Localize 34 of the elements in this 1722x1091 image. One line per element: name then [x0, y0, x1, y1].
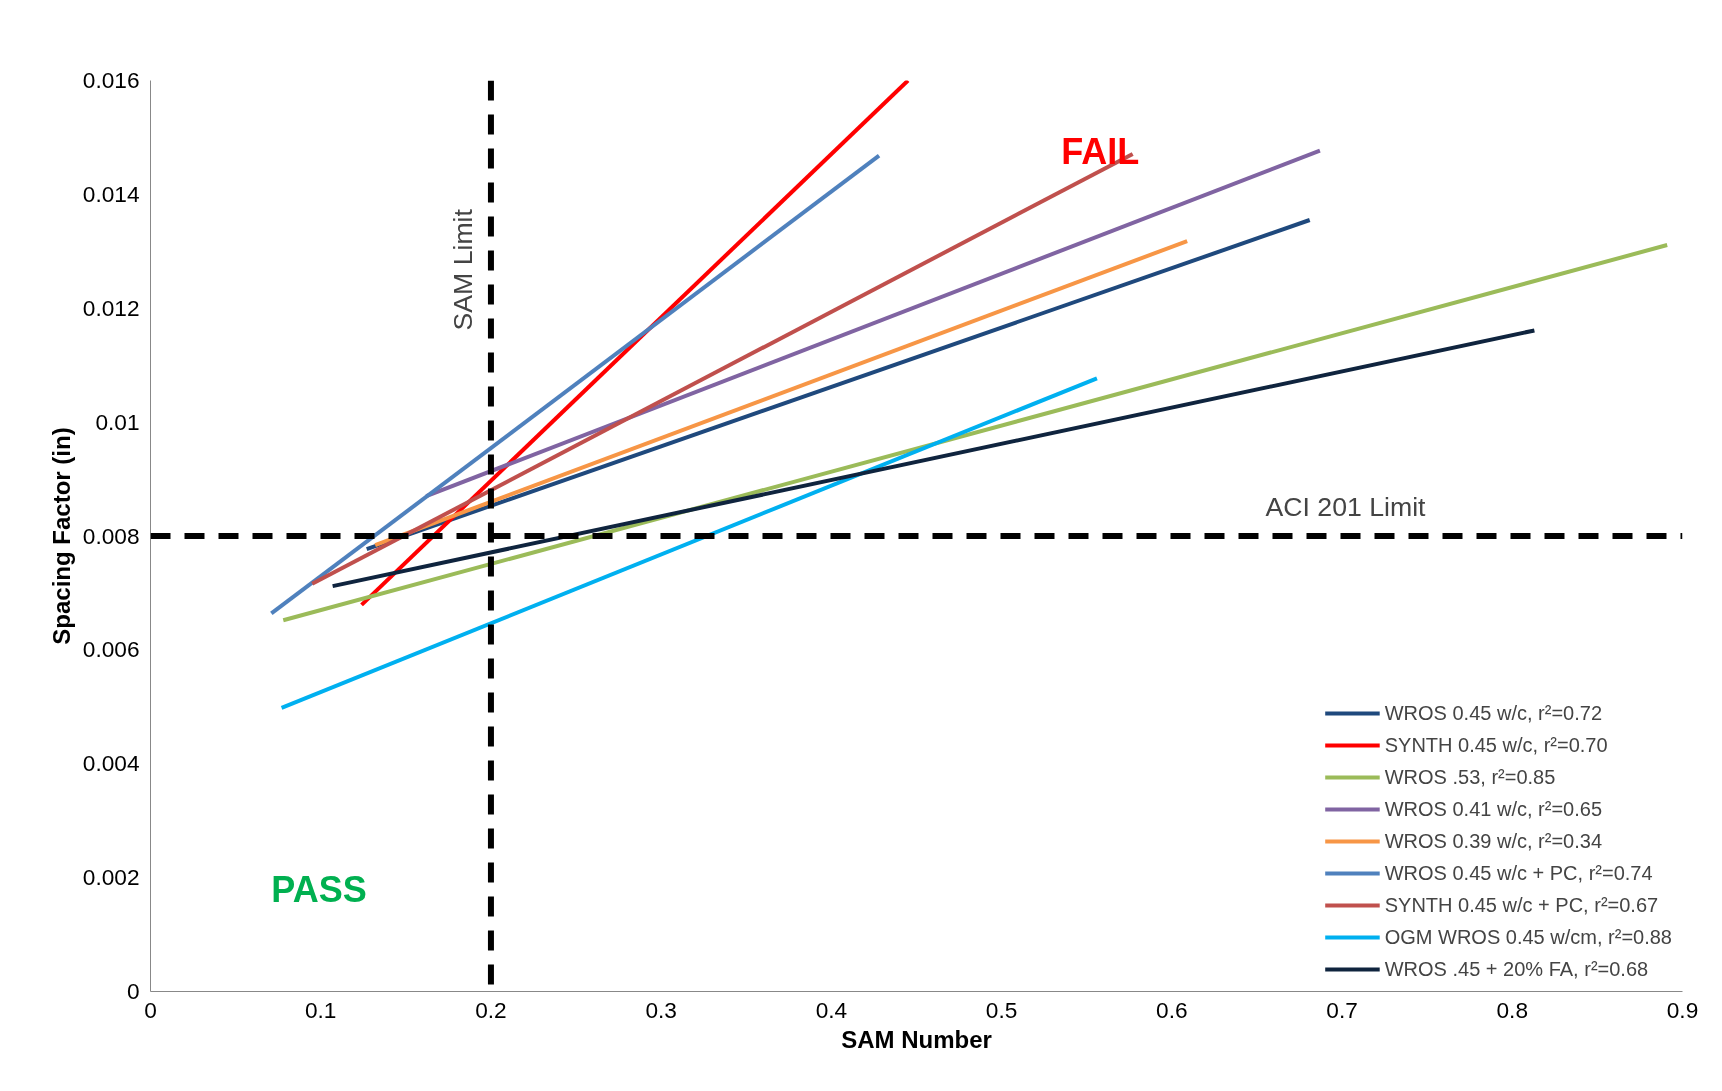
legend-label: WROS 0.45 w/c, r²=0.72 [1384, 701, 1602, 725]
ref-line-label: SAM Limit [447, 208, 478, 331]
legend-label: SYNTH 0.45 w/c + PC, r²=0.67 [1384, 893, 1659, 917]
x-tick-label: 0.4 [815, 996, 848, 1023]
x-axis-title: SAM Number [841, 1025, 992, 1053]
annotation: PASS [271, 868, 367, 910]
legend-label: WROS 0.45 w/c + PC, r²=0.74 [1384, 861, 1653, 885]
y-tick-label: 0.01 [95, 408, 140, 435]
legend-label: OGM WROS 0.45 w/cm, r²=0.88 [1384, 925, 1672, 949]
y-axis-title: Spacing Factor (in) [47, 427, 75, 645]
y-tick-label: 0.004 [82, 750, 140, 777]
legend-label: SYNTH 0.45 w/c, r²=0.70 [1384, 733, 1608, 757]
x-tick-label: 0.1 [304, 996, 337, 1023]
legend-label: WROS .53, r²=0.85 [1384, 765, 1556, 789]
y-tick-label: 0.012 [82, 294, 140, 321]
y-tick-label: 0.006 [82, 636, 140, 663]
x-tick-label: 0 [144, 996, 157, 1023]
x-tick-label: 0.3 [645, 996, 677, 1023]
x-tick-label: 0.8 [1496, 996, 1529, 1023]
x-tick-label: 0.2 [475, 996, 507, 1023]
x-tick-label: 0.5 [985, 996, 1018, 1023]
y-tick-label: 0.014 [82, 180, 140, 207]
legend-label: WROS 0.39 w/c, r²=0.34 [1384, 829, 1602, 853]
legend-label: WROS .45 + 20% FA, r²=0.68 [1384, 957, 1649, 981]
legend-label: WROS 0.41 w/c, r²=0.65 [1384, 797, 1602, 821]
x-tick-label: 0.6 [1156, 996, 1188, 1023]
x-tick-label: 0.7 [1326, 996, 1358, 1023]
ref-line-label: ACI 201 Limit [1265, 492, 1427, 522]
y-tick-label: 0.002 [82, 864, 140, 891]
y-tick-label: 0.008 [82, 522, 140, 549]
annotation: FAIL [1061, 130, 1140, 172]
y-tick-label: 0 [126, 978, 140, 1004]
x-tick-label: 0.9 [1666, 996, 1699, 1023]
y-tick-label: 0.016 [82, 67, 140, 93]
